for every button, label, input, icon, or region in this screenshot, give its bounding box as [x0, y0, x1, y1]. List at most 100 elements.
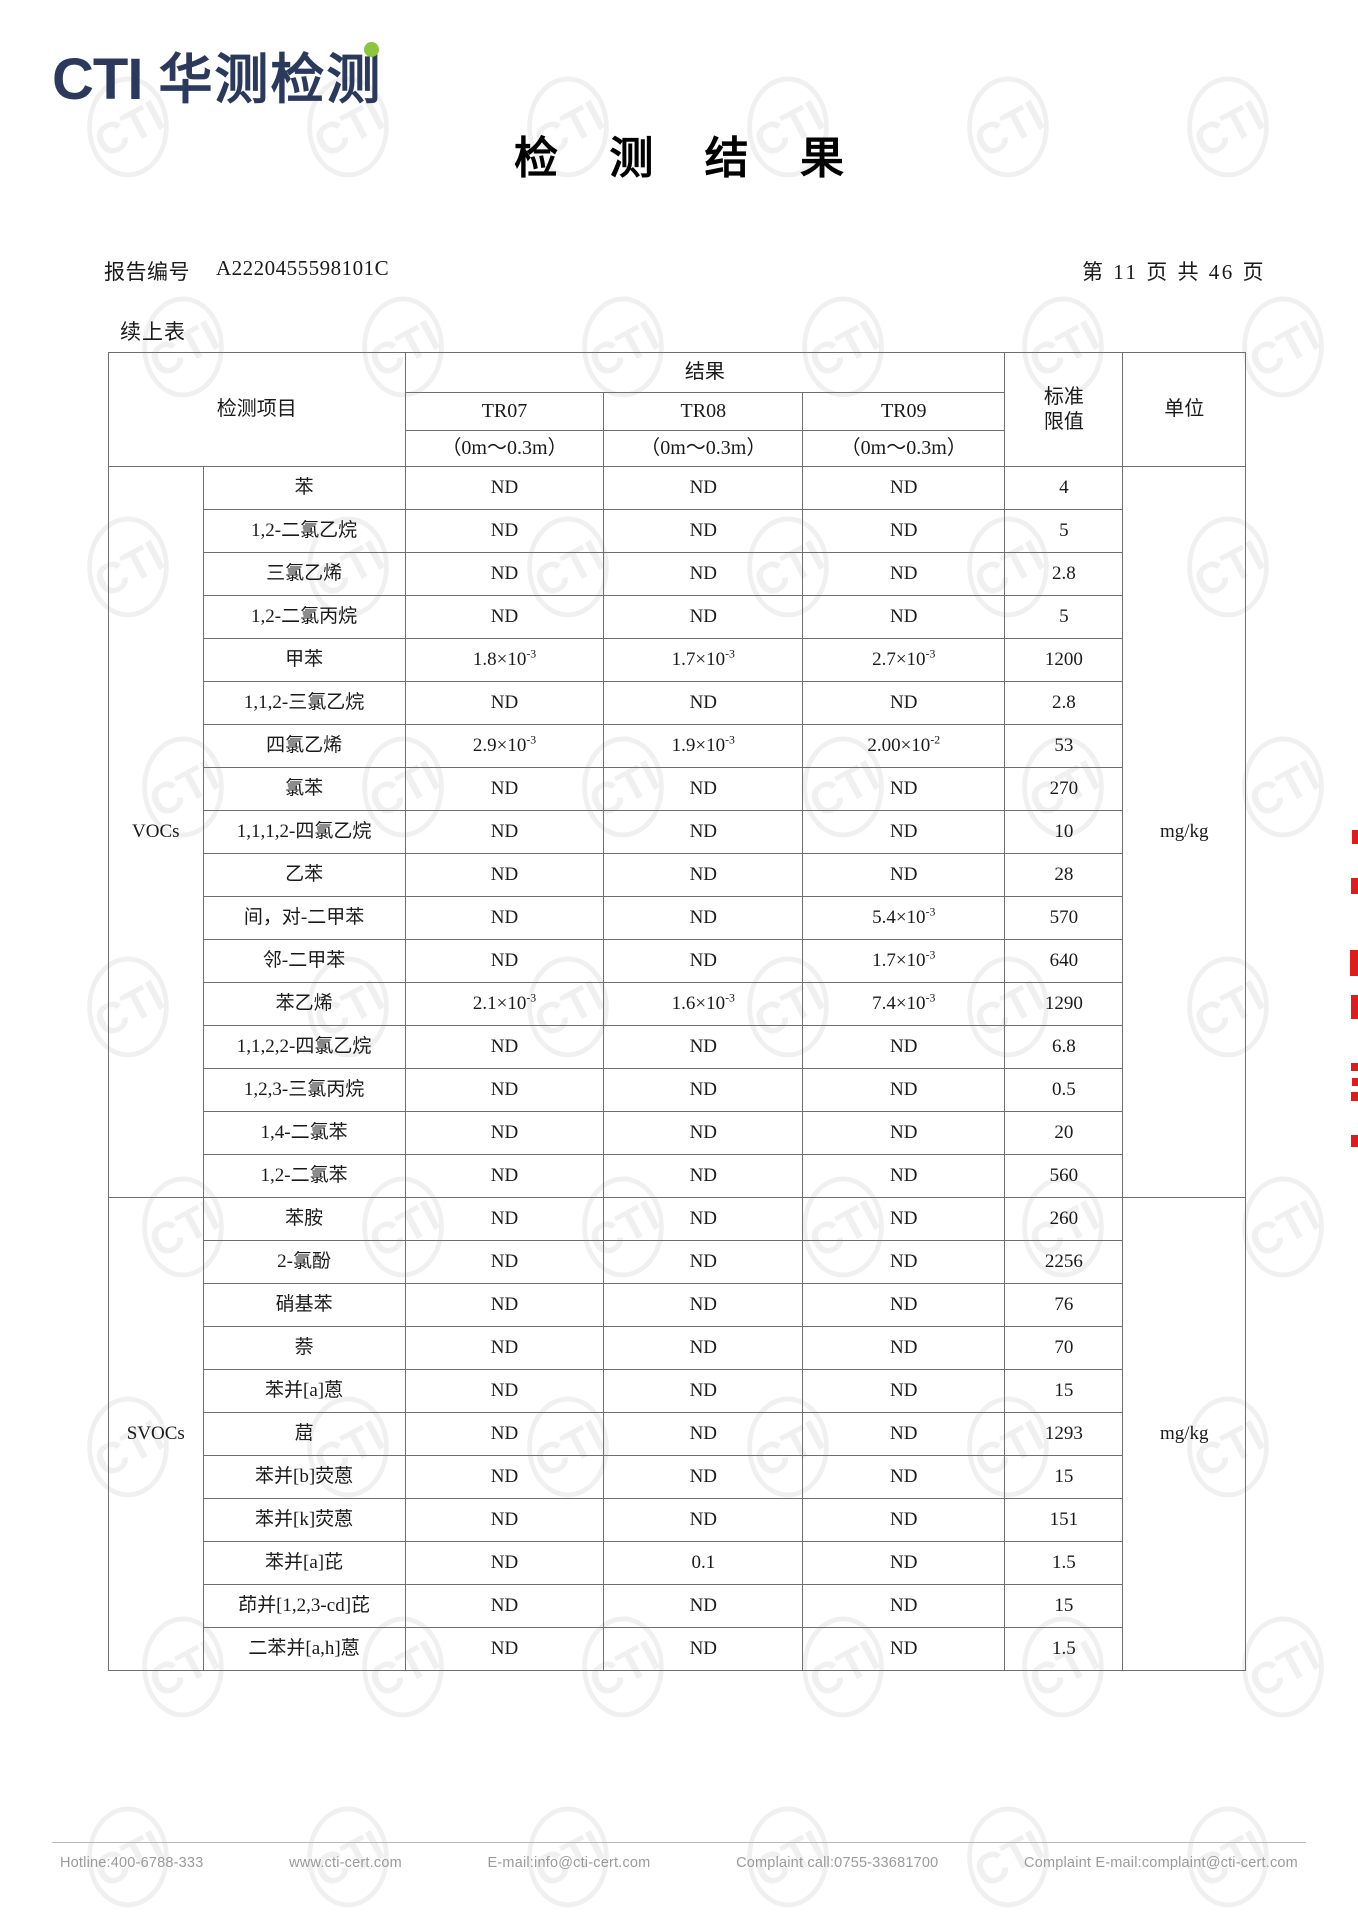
- logo-latin-text: CTI: [52, 46, 143, 112]
- cell-result-tr08: ND: [603, 810, 804, 854]
- cell-standard-limit: 1.5: [1004, 1541, 1124, 1585]
- cell-test-item: 1,1,1,2-四氯乙烷: [202, 810, 406, 854]
- table-row: 䓛 ND ND ND 1293: [109, 1412, 1246, 1456]
- table-row: 二苯并[a,h]蒽 ND ND ND 1.5: [109, 1627, 1246, 1671]
- cell-result-tr08: ND: [603, 1240, 804, 1284]
- footer-divider: [52, 1842, 1306, 1843]
- margin-mark: [1351, 1063, 1358, 1071]
- footer-email[interactable]: E-mail:info@cti-cert.com: [487, 1855, 651, 1871]
- cell-result-tr07: ND: [404, 1412, 605, 1456]
- cell-test-item: 萘: [202, 1326, 406, 1370]
- cti-watermark-icon: CTI: [1235, 1170, 1331, 1280]
- document-meta-row: 报告编号 A2220455598101C 第 11 页 共 46 页: [104, 256, 1266, 286]
- cell-test-item: 苯胺: [202, 1197, 406, 1241]
- cti-logo: CTI 华测检测: [52, 42, 382, 112]
- cell-standard-limit: 20: [1004, 1111, 1124, 1155]
- cell-result-tr08: ND: [603, 1197, 804, 1241]
- cell-result-tr07: ND: [404, 595, 605, 639]
- continued-table-label: 续上表: [120, 320, 186, 344]
- cell-test-item: 䓛: [202, 1412, 406, 1456]
- cell-test-item: 茚并[1,2,3-cd]芘: [202, 1584, 406, 1628]
- cell-test-item: 苯乙烯: [202, 982, 406, 1026]
- cell-test-item: 1,1,2,2-四氯乙烷: [202, 1025, 406, 1069]
- footer-complaint-email[interactable]: Complaint E-mail:complaint@cti-cert.com: [1024, 1855, 1298, 1871]
- table-row: 1,1,1,2-四氯乙烷 ND ND ND 10: [109, 810, 1246, 854]
- th-sample-tr09: TR09: [802, 392, 1006, 431]
- th-depth-tr08: （0m～0.3m）: [603, 430, 804, 467]
- cell-result-tr07: 1.8×10-3: [404, 638, 605, 682]
- cell-result-tr07: ND: [404, 1111, 605, 1155]
- th-limit: 标准 限值: [1004, 352, 1124, 467]
- cell-result-tr09: ND: [802, 1412, 1006, 1456]
- cell-result-tr07: ND: [404, 1369, 605, 1413]
- cell-result-tr08: 0.1: [603, 1541, 804, 1585]
- report-number-block: 报告编号 A2220455598101C: [104, 256, 389, 286]
- cell-result-tr08: ND: [603, 1455, 804, 1499]
- margin-mark: [1351, 878, 1358, 894]
- cell-standard-limit: 6.8: [1004, 1025, 1124, 1069]
- cell-standard-limit: 15: [1004, 1369, 1124, 1413]
- cell-test-item: 苯并[a]芘: [202, 1541, 406, 1585]
- cell-standard-limit: 70: [1004, 1326, 1124, 1370]
- table-row: 四氯乙烯 2.9×10-3 1.9×10-3 2.00×10-2 53: [109, 724, 1246, 768]
- table-row: 甲苯 1.8×10-3 1.7×10-3 2.7×10-3 1200: [109, 638, 1246, 682]
- cell-result-tr07: ND: [404, 681, 605, 725]
- table-row: 1,2-二氯乙烷 ND ND ND 5: [109, 509, 1246, 553]
- cell-standard-limit: 151: [1004, 1498, 1124, 1542]
- th-sample-tr07: TR07: [404, 392, 605, 431]
- cell-result-tr08: ND: [603, 509, 804, 553]
- cell-result-tr08: ND: [603, 1154, 804, 1198]
- cell-result-tr07: ND: [404, 509, 605, 553]
- table-row: 硝基苯 ND ND ND 76: [109, 1283, 1246, 1327]
- cell-standard-limit: 28: [1004, 853, 1124, 897]
- cell-test-item: 1,2-二氯乙烷: [202, 509, 406, 553]
- cell-standard-limit: 1290: [1004, 982, 1124, 1026]
- cell-test-item: 氯苯: [202, 767, 406, 811]
- cell-result-tr08: ND: [603, 1068, 804, 1112]
- cell-result-tr09: ND: [802, 1326, 1006, 1370]
- cell-result-tr09: ND: [802, 1498, 1006, 1542]
- cell-result-tr09: ND: [802, 1541, 1006, 1585]
- table-row: 1,1,2-三氯乙烷 ND ND ND 2.8: [109, 681, 1246, 725]
- th-depth-tr09: （0m～0.3m）: [802, 430, 1006, 467]
- cell-result-tr09: ND: [802, 552, 1006, 596]
- report-number-label: 报告编号: [104, 260, 190, 284]
- footer-website[interactable]: www.cti-cert.com: [289, 1855, 402, 1871]
- margin-mark: [1352, 1078, 1358, 1086]
- th-depth-tr07: （0m～0.3m）: [404, 430, 605, 467]
- cell-result-tr07: 2.9×10-3: [404, 724, 605, 768]
- cell-standard-limit: 2.8: [1004, 681, 1124, 725]
- cell-result-tr09: ND: [802, 509, 1006, 553]
- cell-result-tr09: ND: [802, 1025, 1006, 1069]
- footer-contact-links: Hotline:400-6788-333 www.cti-cert.com E-…: [52, 1855, 1306, 1871]
- cell-test-item: 苯并[a]蒽: [202, 1369, 406, 1413]
- cell-test-item: 1,1,2-三氯乙烷: [202, 681, 406, 725]
- svg-text:CTI: CTI: [1241, 751, 1327, 828]
- cell-result-tr07: ND: [404, 1455, 605, 1499]
- th-item: 检测项目: [108, 352, 406, 467]
- table-row: 邻-二甲苯 ND ND 1.7×10-3 640: [109, 939, 1246, 983]
- table-row: 1,2-二氯丙烷 ND ND ND 5: [109, 595, 1246, 639]
- row-group-category: SVOCs: [108, 1197, 204, 1671]
- footer-complaint-call: Complaint call:0755-33681700: [736, 1855, 939, 1871]
- cell-standard-limit: 1.5: [1004, 1627, 1124, 1671]
- cell-result-tr09: ND: [802, 1154, 1006, 1198]
- cell-result-tr07: ND: [404, 896, 605, 940]
- cell-standard-limit: 15: [1004, 1455, 1124, 1499]
- cell-result-tr09: ND: [802, 1455, 1006, 1499]
- cell-result-tr07: ND: [404, 466, 605, 510]
- cell-standard-limit: 10: [1004, 810, 1124, 854]
- cell-result-tr08: ND: [603, 1627, 804, 1671]
- cell-result-tr09: ND: [802, 853, 1006, 897]
- cell-result-tr07: ND: [404, 767, 605, 811]
- cell-test-item: 邻-二甲苯: [202, 939, 406, 983]
- margin-annotation-marks: [1340, 0, 1358, 1920]
- cell-result-tr07: 2.1×10-3: [404, 982, 605, 1026]
- cell-standard-limit: 5: [1004, 509, 1124, 553]
- table-row: 三氯乙烯 ND ND ND 2.8: [109, 552, 1246, 596]
- cell-result-tr09: ND: [802, 767, 1006, 811]
- cell-standard-limit: 570: [1004, 896, 1124, 940]
- cell-standard-limit: 560: [1004, 1154, 1124, 1198]
- table-row: 苯并[a]蒽 ND ND ND 15: [109, 1369, 1246, 1413]
- cell-result-tr08: ND: [603, 552, 804, 596]
